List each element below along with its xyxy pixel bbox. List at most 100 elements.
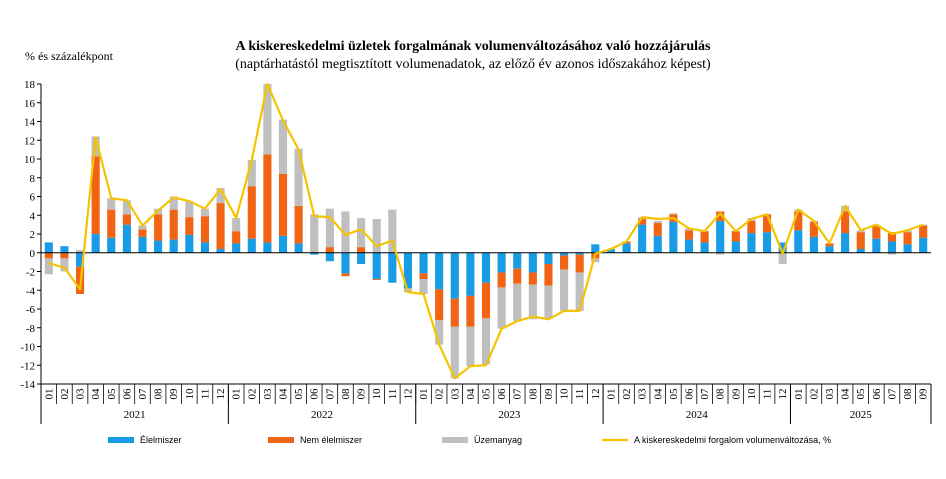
x-year-label: 2025 bbox=[850, 409, 873, 421]
y-tick-label: 8 bbox=[30, 173, 36, 185]
y-tick-label: 4 bbox=[30, 210, 36, 222]
bar-uzemanyag bbox=[778, 252, 787, 264]
bar-nem-elelmiszer bbox=[185, 217, 194, 235]
x-tick-label: 08 bbox=[527, 388, 539, 400]
x-tick-label: 08 bbox=[902, 388, 914, 400]
x-tick-label: 10 bbox=[371, 388, 383, 400]
x-tick-label: 11 bbox=[574, 389, 586, 400]
bar-nem-elelmiszer bbox=[809, 221, 818, 237]
bar-uzemanyag bbox=[107, 198, 116, 210]
bar-elelmiszer bbox=[154, 240, 163, 253]
x-tick-label: 06 bbox=[496, 388, 508, 400]
x-year-label: 2024 bbox=[686, 409, 709, 421]
legend-item: Üzemanyag bbox=[442, 435, 522, 445]
x-tick-label: 10 bbox=[746, 388, 758, 400]
bar-uzemanyag bbox=[216, 188, 225, 204]
bar-nem-elelmiszer bbox=[731, 231, 740, 242]
x-tick-label: 03 bbox=[824, 388, 836, 400]
bar-uzemanyag bbox=[169, 196, 178, 210]
bar-elelmiszer bbox=[591, 244, 600, 253]
legend-item: A kiskereskedelmi forgalom volumenváltoz… bbox=[602, 435, 831, 445]
x-tick-label: 02 bbox=[621, 389, 633, 400]
legend-swatch bbox=[268, 437, 294, 443]
bar-elelmiszer bbox=[700, 242, 709, 253]
bar-elelmiszer bbox=[310, 252, 319, 255]
bar-uzemanyag bbox=[247, 159, 256, 187]
bar-elelmiszer bbox=[372, 252, 381, 279]
bar-elelmiszer bbox=[91, 234, 100, 253]
x-tick-label: 07 bbox=[512, 388, 524, 400]
bar-nem-elelmiszer bbox=[481, 282, 491, 319]
x-tick-label: 05 bbox=[855, 388, 867, 400]
x-tick-label: 04 bbox=[278, 388, 290, 400]
bar-nem-elelmiszer bbox=[263, 154, 272, 243]
bar-uzemanyag bbox=[450, 326, 459, 379]
bar-nem-elelmiszer bbox=[232, 231, 241, 244]
bar-nem-elelmiszer bbox=[497, 272, 506, 288]
bar-nem-elelmiszer bbox=[325, 247, 334, 253]
legend-swatch bbox=[442, 437, 468, 443]
bar-elelmiszer bbox=[731, 241, 740, 253]
chart-title: A kiskereskedelmi üzletek forgalmának vo… bbox=[236, 39, 711, 54]
bar-nem-elelmiszer bbox=[419, 273, 428, 280]
bar-uzemanyag bbox=[310, 214, 319, 252]
x-tick-label: 09 bbox=[168, 388, 180, 400]
bar-elelmiszer bbox=[169, 239, 178, 253]
x-tick-label: 04 bbox=[465, 388, 477, 400]
bar-uzemanyag bbox=[200, 208, 210, 217]
bar-uzemanyag bbox=[232, 218, 241, 232]
bar-nem-elelmiszer bbox=[684, 230, 694, 240]
x-tick-label: 01 bbox=[793, 389, 805, 400]
bar-uzemanyag bbox=[669, 213, 678, 215]
bar-elelmiszer bbox=[794, 230, 803, 253]
bar-nem-elelmiszer bbox=[700, 231, 709, 243]
bar-uzemanyag bbox=[653, 220, 662, 223]
x-tick-label: 02 bbox=[808, 389, 820, 400]
series-line-total bbox=[48, 82, 924, 380]
bar-elelmiszer bbox=[669, 221, 678, 253]
bar-nem-elelmiszer bbox=[638, 219, 647, 225]
bar-elelmiszer bbox=[653, 235, 662, 253]
bar-nem-elelmiszer bbox=[91, 156, 100, 234]
y-tick-label: -14 bbox=[20, 379, 35, 391]
bar-nem-elelmiszer bbox=[122, 214, 131, 225]
y-tick-label: 6 bbox=[30, 192, 36, 204]
legend-label: Nem élelmiszer bbox=[300, 435, 362, 445]
x-tick-label: 11 bbox=[762, 389, 774, 400]
bar-uzemanyag bbox=[294, 148, 303, 206]
bar-elelmiszer bbox=[325, 252, 334, 262]
x-tick-label: 12 bbox=[215, 389, 227, 400]
bar-elelmiszer bbox=[294, 243, 303, 253]
bar-uzemanyag bbox=[419, 279, 428, 294]
x-tick-label: 09 bbox=[356, 388, 368, 400]
bar-elelmiszer bbox=[638, 224, 647, 253]
bar-nem-elelmiszer bbox=[138, 229, 147, 237]
bar-elelmiszer bbox=[435, 252, 444, 290]
x-tick-label: 07 bbox=[699, 388, 711, 400]
bar-nem-elelmiszer bbox=[372, 279, 381, 280]
x-tick-label: 11 bbox=[387, 389, 399, 400]
bar-nem-elelmiszer bbox=[216, 203, 225, 249]
bar-nem-elelmiszer bbox=[856, 232, 865, 250]
bar-uzemanyag bbox=[591, 258, 600, 263]
x-tick-label: 03 bbox=[637, 388, 649, 400]
bar-elelmiszer bbox=[560, 252, 569, 256]
bar-nem-elelmiszer bbox=[841, 211, 850, 234]
bar-uzemanyag bbox=[185, 201, 194, 218]
bar-uzemanyag bbox=[75, 249, 85, 253]
bar-nem-elelmiszer bbox=[341, 273, 350, 277]
x-year-label: 2023 bbox=[498, 409, 521, 421]
x-tick-label: 04 bbox=[840, 388, 852, 400]
bar-nem-elelmiszer bbox=[357, 247, 366, 253]
bar-nem-elelmiszer bbox=[919, 225, 928, 238]
x-tick-label: 08 bbox=[715, 388, 727, 400]
bar-elelmiszer bbox=[747, 233, 756, 253]
bar-elelmiszer bbox=[481, 252, 491, 283]
x-year-label: 2022 bbox=[311, 409, 333, 421]
bar-nem-elelmiszer bbox=[513, 268, 522, 284]
bar-nem-elelmiszer bbox=[528, 272, 537, 285]
bar-elelmiszer bbox=[528, 252, 537, 273]
bar-nem-elelmiszer bbox=[294, 205, 303, 244]
bar-elelmiszer bbox=[403, 252, 412, 289]
